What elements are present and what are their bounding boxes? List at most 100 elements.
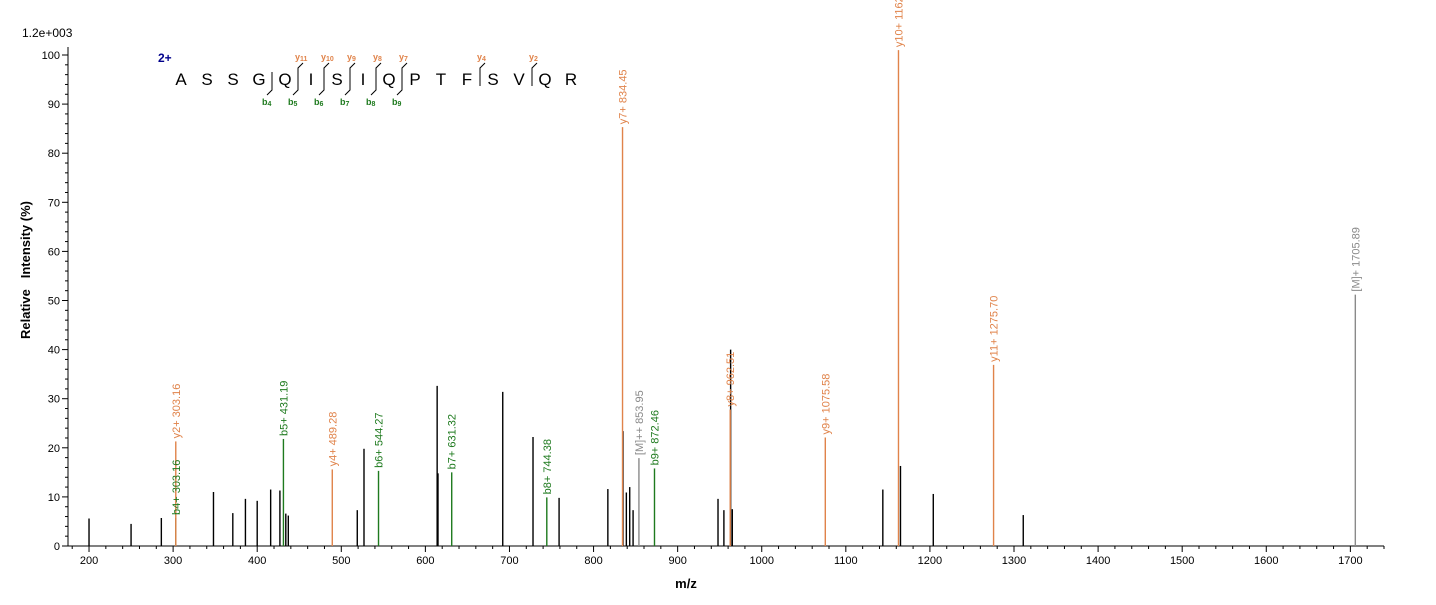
peak-label: y4+ 489.28 [327, 412, 339, 467]
y-fragment-bracket [479, 62, 486, 86]
x-tick-label: 1000 [749, 555, 773, 567]
residue-letter: I [361, 70, 366, 89]
residue-letter: I [309, 70, 314, 89]
x-tick-label: 1500 [1170, 555, 1194, 567]
charge-state-label: 2+ [158, 51, 172, 65]
b-fragment-bracket [370, 72, 377, 96]
peak-label: y7+ 834.45 [618, 69, 630, 124]
x-tick-label: 500 [332, 555, 350, 567]
y-fragment-label: y10 [321, 52, 334, 63]
y-fragment-letter: y [373, 52, 378, 62]
b-fragment-bracket [266, 72, 273, 96]
peaks [88, 50, 1357, 546]
b-fragment-number: 6 [320, 101, 324, 108]
y-fragment-bracket [349, 62, 356, 86]
peak-label: y11+ 1275.70 [989, 296, 1001, 362]
b-fragment-label: b6 [314, 97, 324, 108]
b-fragment-letter: b [314, 97, 320, 107]
peak-label: [M]++ 853.95 [634, 390, 646, 455]
y-fragment-number: 7 [404, 56, 408, 63]
x-tick-label: 800 [584, 555, 602, 567]
b-fragment-label: b4 [262, 97, 272, 108]
y-fragment-number: 10 [326, 56, 334, 63]
residue-letter: Q [278, 70, 291, 89]
b-fragment-number: 7 [346, 101, 350, 108]
residue-letter: Q [538, 70, 551, 89]
x-axis-title: m/z [675, 576, 697, 591]
b-fragment-letter: b [340, 97, 346, 107]
y-fragment-bracket [297, 62, 304, 86]
residue-letter: Q [382, 70, 395, 89]
residue-letter: S [487, 70, 498, 89]
y-tick-label: 40 [48, 345, 60, 357]
y-fragment-letter: y [529, 52, 534, 62]
y-fragment-number: 2 [534, 56, 538, 63]
x-tick-label: 1600 [1254, 555, 1278, 567]
x-tick-label: 1400 [1086, 555, 1110, 567]
y-tick-label: 10 [48, 492, 60, 504]
b-fragment-label: b5 [288, 97, 298, 108]
b-fragment-number: 4 [268, 101, 272, 108]
x-tick-label: 1300 [1002, 555, 1026, 567]
max-intensity-label: 1.2e+003 [22, 26, 73, 40]
b-fragment-letter: b [392, 97, 398, 107]
x-tick-label: 300 [164, 555, 182, 567]
b-fragment-letter: b [366, 97, 372, 107]
peak-label: b6+ 544.27 [374, 413, 386, 468]
y-fragment-bracket [323, 62, 330, 86]
y-fragment-number: 9 [352, 56, 356, 63]
peak-label: b9+ 872.46 [649, 410, 661, 465]
b-fragment-letter: b [288, 97, 294, 107]
peak-label: y8+ 962.51 [725, 352, 737, 407]
x-tick-label: 1200 [918, 555, 942, 567]
peak-label: b4+ 303.16 [171, 460, 183, 515]
b-fragment-label: b7 [340, 97, 350, 108]
residue-letter: F [462, 70, 472, 89]
y-fragment-letter: y [477, 52, 482, 62]
residue-letter: S [201, 70, 212, 89]
y-fragment-letter: y [295, 52, 300, 62]
y-fragment-bracket [531, 62, 538, 86]
residue-letter: P [409, 70, 420, 89]
peak-label: b7+ 631.32 [447, 414, 459, 469]
b-fragment-number: 5 [294, 101, 298, 108]
y-tick-label: 50 [48, 296, 60, 308]
b-fragment-bracket [344, 72, 351, 96]
peak-label: b8+ 744.38 [542, 439, 554, 494]
b-fragment-bracket [396, 72, 403, 96]
b-fragment-bracket [318, 72, 325, 96]
peak-labels: b4+ 303.16 y2+ 303.16 b5+ 431.19 y4+ 489.28… [171, 0, 1363, 515]
y-tick-label: 60 [48, 246, 60, 258]
y-tick-label: 30 [48, 394, 60, 406]
y-fragment-label: y4 [477, 52, 486, 63]
x-tick-label: 700 [500, 555, 518, 567]
peak-label: y10+ 1162.62 [893, 0, 905, 47]
b-fragment-number: 9 [398, 101, 402, 108]
residue-letter: S [331, 70, 342, 89]
y-tick-label: 70 [48, 197, 60, 209]
y-fragment-number: 8 [378, 56, 382, 63]
y-fragment-label: y8 [373, 52, 382, 63]
x-tick-label: 1700 [1338, 555, 1362, 567]
y-tick-label: 0 [54, 541, 60, 553]
y-fragment-number: 11 [300, 56, 308, 63]
residue-letter: R [565, 70, 577, 89]
y-axis-title: Relative Intensity (%) [18, 201, 33, 339]
residue-letter: A [175, 70, 187, 89]
axes: 0 10 20 30 40 50 60 70 80 90 100 200 300 400 500 600 700… [42, 47, 1385, 567]
x-tick-label: 200 [80, 555, 98, 567]
residue-letter: G [252, 70, 265, 89]
b-fragment-number: 8 [372, 101, 376, 108]
y-fragment-label: y2 [529, 52, 538, 63]
y-tick-label: 80 [48, 148, 60, 160]
peak-label: [M]+ 1705.89 [1350, 227, 1362, 292]
x-tick-label: 1100 [834, 555, 858, 567]
y-tick-label: 100 [42, 50, 60, 62]
b-fragment-letter: b [262, 97, 268, 107]
y-fragment-letter: y [321, 52, 326, 62]
residue-letter: T [436, 70, 446, 89]
residue-letter: S [227, 70, 238, 89]
x-tick-label: 900 [668, 555, 686, 567]
